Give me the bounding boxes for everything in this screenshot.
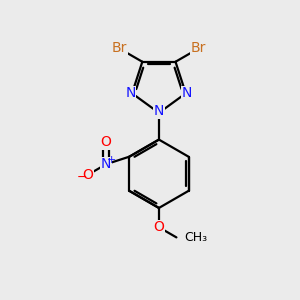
Text: N: N (101, 157, 111, 171)
Text: N: N (154, 104, 164, 118)
Text: N: N (125, 86, 136, 100)
Text: Br: Br (191, 41, 206, 56)
Text: O: O (101, 135, 112, 149)
Text: N: N (182, 86, 192, 100)
Text: O: O (154, 220, 164, 234)
Text: Br: Br (112, 41, 127, 56)
Text: −: − (77, 171, 87, 184)
Text: +: + (107, 155, 116, 165)
Text: CH₃: CH₃ (185, 231, 208, 244)
Text: O: O (83, 168, 94, 182)
